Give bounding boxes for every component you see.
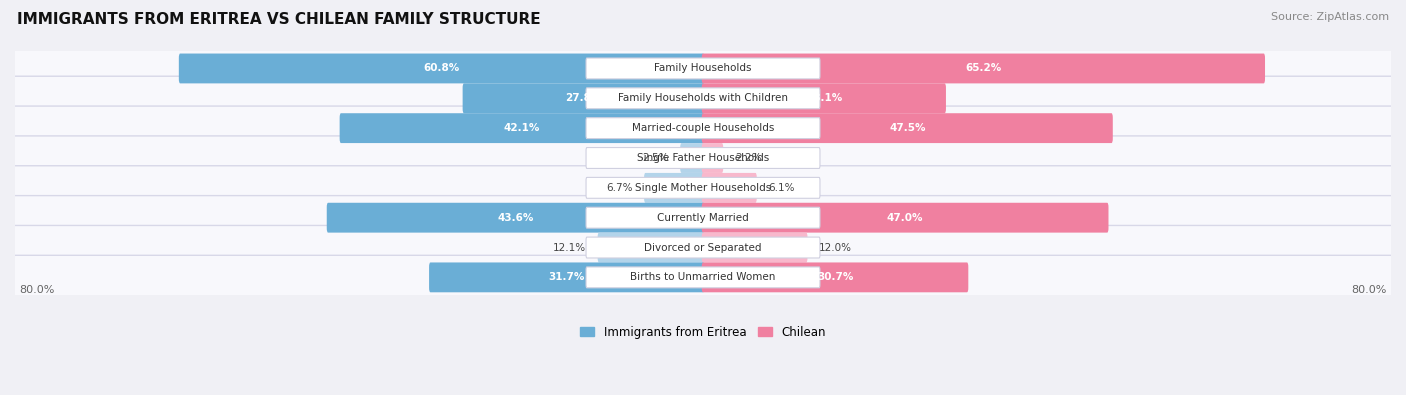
FancyBboxPatch shape [702,54,1265,83]
FancyBboxPatch shape [586,237,820,258]
FancyBboxPatch shape [702,233,807,262]
FancyBboxPatch shape [702,143,723,173]
FancyBboxPatch shape [586,88,820,109]
Text: Source: ZipAtlas.com: Source: ZipAtlas.com [1271,12,1389,22]
FancyBboxPatch shape [13,166,1393,210]
FancyBboxPatch shape [586,58,820,79]
Text: 80.0%: 80.0% [20,285,55,295]
Text: 43.6%: 43.6% [498,213,534,223]
FancyBboxPatch shape [702,113,1112,143]
FancyBboxPatch shape [598,233,704,262]
Text: Currently Married: Currently Married [657,213,749,223]
FancyBboxPatch shape [702,203,1108,233]
FancyBboxPatch shape [681,143,704,173]
Text: 6.7%: 6.7% [606,183,633,193]
FancyBboxPatch shape [644,173,704,203]
Text: Divorced or Separated: Divorced or Separated [644,243,762,252]
Text: IMMIGRANTS FROM ERITREA VS CHILEAN FAMILY STRUCTURE: IMMIGRANTS FROM ERITREA VS CHILEAN FAMIL… [17,12,540,27]
Text: Family Households: Family Households [654,64,752,73]
FancyBboxPatch shape [702,173,756,203]
Text: 30.7%: 30.7% [817,273,853,282]
FancyBboxPatch shape [340,113,704,143]
FancyBboxPatch shape [13,46,1393,90]
FancyBboxPatch shape [702,83,946,113]
FancyBboxPatch shape [13,106,1393,150]
FancyBboxPatch shape [463,83,704,113]
Text: 60.8%: 60.8% [423,64,460,73]
Text: 80.0%: 80.0% [1351,285,1386,295]
Text: Family Households with Children: Family Households with Children [619,93,787,103]
Legend: Immigrants from Eritrea, Chilean: Immigrants from Eritrea, Chilean [575,321,831,343]
Text: 6.1%: 6.1% [768,183,794,193]
Text: 27.8%: 27.8% [565,93,602,103]
FancyBboxPatch shape [702,262,969,292]
FancyBboxPatch shape [326,203,704,233]
Text: 28.1%: 28.1% [806,93,842,103]
Text: 2.5%: 2.5% [643,153,669,163]
FancyBboxPatch shape [586,267,820,288]
Text: Births to Unmarried Women: Births to Unmarried Women [630,273,776,282]
FancyBboxPatch shape [429,262,704,292]
Text: 31.7%: 31.7% [548,273,585,282]
Text: 12.1%: 12.1% [553,243,586,252]
FancyBboxPatch shape [586,118,820,139]
FancyBboxPatch shape [13,76,1393,120]
FancyBboxPatch shape [13,196,1393,240]
FancyBboxPatch shape [179,54,704,83]
FancyBboxPatch shape [13,226,1393,270]
Text: 2.2%: 2.2% [735,153,761,163]
FancyBboxPatch shape [13,255,1393,299]
Text: 47.5%: 47.5% [889,123,925,133]
FancyBboxPatch shape [586,207,820,228]
Text: Single Mother Households: Single Mother Households [636,183,770,193]
FancyBboxPatch shape [586,148,820,168]
Text: Married-couple Households: Married-couple Households [631,123,775,133]
FancyBboxPatch shape [586,177,820,198]
Text: 12.0%: 12.0% [820,243,852,252]
Text: 65.2%: 65.2% [966,64,1001,73]
Text: 42.1%: 42.1% [503,123,540,133]
FancyBboxPatch shape [13,136,1393,180]
Text: 47.0%: 47.0% [887,213,924,223]
Text: Single Father Households: Single Father Households [637,153,769,163]
